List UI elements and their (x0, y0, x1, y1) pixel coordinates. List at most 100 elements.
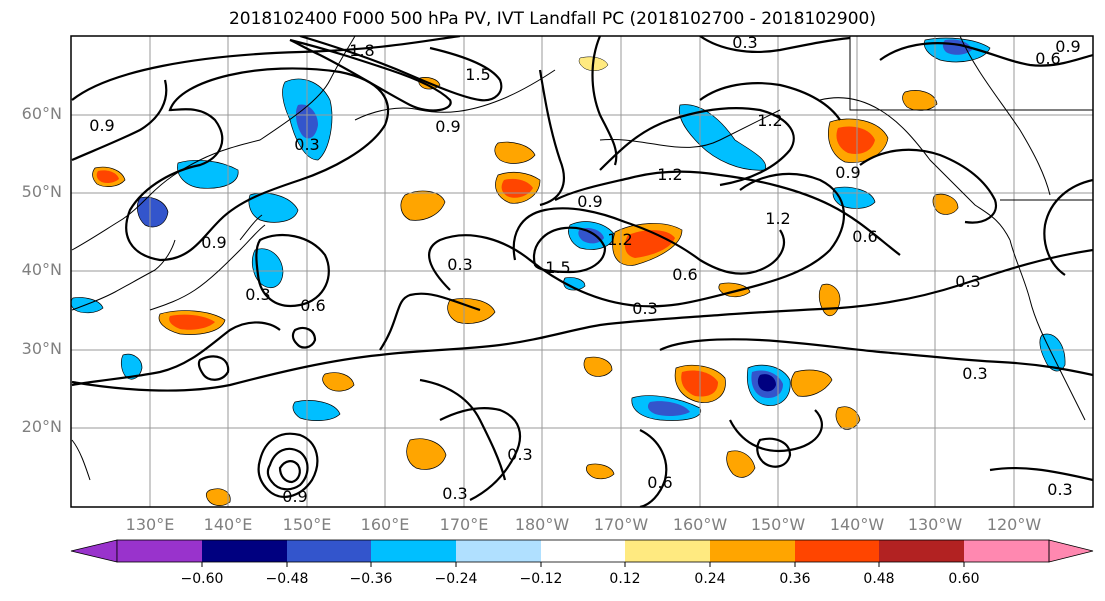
map-title: 2018102400 F000 500 hPa PV, IVT Landfall… (228, 9, 876, 29)
colorbar-tick-label: 0.12 (609, 571, 641, 587)
colorbar-segment (879, 540, 964, 562)
lat-label: 40°N (21, 260, 62, 279)
contour-label: 0.3 (447, 255, 472, 274)
pv-patch-positive (902, 90, 938, 111)
coastlines (71, 36, 1093, 481)
pv-patch-positive (818, 283, 841, 317)
pv-patch-negative (647, 401, 690, 417)
contour-label: 1.8 (349, 41, 374, 60)
pv-patch-positive (835, 406, 861, 430)
colorbar (70, 539, 1094, 567)
pv-anomaly-patches (71, 37, 1066, 506)
contour-label: 1.2 (757, 111, 782, 130)
colorbar-segment (964, 540, 1049, 562)
colorbar-tick-label: 0.48 (863, 571, 895, 587)
contour-label: 0.9 (435, 117, 460, 136)
pv-patch-positive (494, 141, 536, 164)
lon-label: 160°W (672, 515, 728, 534)
pv-patch-positive (447, 298, 496, 324)
lon-label: 130°E (125, 515, 175, 534)
lon-label: 160°E (360, 515, 410, 534)
map-frame (70, 35, 1094, 508)
lon-label: 120°W (986, 515, 1042, 534)
colorbar-segment (456, 540, 541, 562)
contour-label: 0.6 (300, 296, 325, 315)
pv-patch-negative (1039, 333, 1066, 372)
colorbar-segment (625, 540, 710, 562)
colorbar-tick-label: −0.36 (349, 571, 393, 587)
lon-label: 170°W (593, 515, 649, 534)
lon-label: 140°W (829, 515, 885, 534)
lat-label: 20°N (21, 417, 62, 436)
contour-label: 0.9 (835, 163, 860, 182)
contour-label: 0.3 (294, 135, 319, 154)
colorbar-frame (116, 539, 1050, 563)
contour-label: 0.3 (1047, 480, 1072, 499)
pv-patch-positive (322, 372, 355, 392)
contour-label-group: 1.8 1.5 0.9 0.3 0.9 0.6 0.3 0.9 1.2 0.9 … (89, 33, 1080, 506)
pv-patch-negative (292, 400, 341, 421)
contour-label: 0.3 (507, 445, 532, 464)
pv-patch-positive (400, 190, 446, 221)
colorbar-segment (287, 540, 372, 562)
pv-patch-positive (726, 450, 756, 478)
colorbar-segment (117, 540, 202, 562)
contour-label: 0.9 (201, 233, 226, 252)
contour-label: 0.3 (632, 299, 657, 318)
graticule (71, 36, 1093, 507)
colorbar-tick-label: 0.36 (779, 571, 811, 587)
pv-patch-negative (248, 192, 299, 223)
lat-label: 60°N (21, 104, 62, 123)
colorbar-tick-label: 0.60 (948, 571, 980, 587)
colorbar-tick-label: 0.24 (694, 571, 726, 587)
colorbar-tick-label: −0.48 (265, 571, 309, 587)
pv-patch-positive (836, 126, 875, 154)
contour-label: 1.2 (657, 165, 682, 184)
contour-label: 0.6 (1035, 49, 1060, 68)
lon-label: 140°E (203, 515, 253, 534)
lon-label: 170°E (439, 515, 489, 534)
contour-label: 0.3 (955, 272, 980, 291)
pv-patch-positive (406, 438, 447, 470)
pv-patch-negative (757, 374, 776, 392)
contour-label: 1.2 (607, 230, 632, 249)
colorbar-arrow-left (70, 539, 118, 563)
colorbar-arrow-right (1048, 539, 1094, 563)
colorbar-segment (710, 540, 795, 562)
pv-contours (71, 36, 1093, 507)
colorbar-segment (541, 540, 626, 562)
lon-label: 150°W (750, 515, 806, 534)
contour-label: 0.9 (89, 116, 114, 135)
lon-label: 150°E (282, 515, 332, 534)
colorbar-segment (371, 540, 456, 562)
lat-label: 50°N (21, 182, 62, 201)
contour-label: 0.6 (647, 473, 672, 492)
contour-label: 0.3 (442, 484, 467, 503)
pv-patch-negative (578, 228, 604, 244)
pv-patch-negative (120, 353, 143, 380)
pv-patch-negative (136, 196, 169, 228)
contour-label: 0.6 (672, 265, 697, 284)
pv-patch-positive (583, 356, 613, 377)
contour-label: 1.5 (465, 65, 490, 84)
contour-label: 1.5 (545, 258, 570, 277)
colorbar-tick-label: −0.60 (180, 571, 224, 587)
colorbar-segment (795, 540, 880, 562)
contour-label: 0.9 (577, 192, 602, 211)
contour-label: 1.2 (765, 209, 790, 228)
contour-label: 0.3 (245, 285, 270, 304)
pv-patch-negative (177, 160, 239, 189)
colorbar-segment (202, 540, 287, 562)
pv-patch-negative (251, 248, 284, 289)
pv-patch-positive (205, 488, 231, 506)
contour-label: 0.9 (1055, 37, 1080, 56)
colorbar-tick-label: −0.12 (519, 571, 563, 587)
pv-patch-positive (96, 170, 119, 184)
lat-label: 30°N (21, 339, 62, 358)
lon-label: 130°W (907, 515, 963, 534)
contour-label: 0.3 (732, 33, 757, 52)
contour-label: 0.6 (852, 227, 877, 246)
contour-label: 0.3 (962, 364, 987, 383)
pv-patch-positive (585, 463, 615, 480)
